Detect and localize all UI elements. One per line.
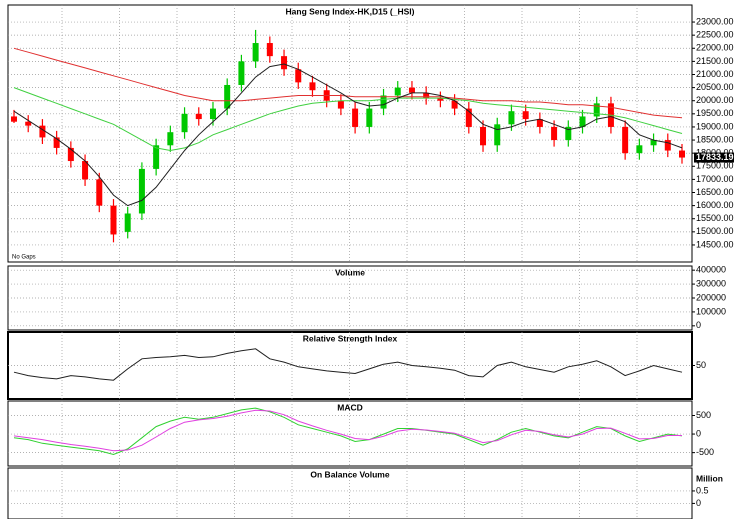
candle-body — [11, 116, 17, 122]
y-tick-label: 14500.00 — [696, 239, 734, 249]
candle-body — [181, 113, 188, 133]
y-tick-label: 22000.00 — [696, 43, 734, 53]
candle-body — [636, 145, 643, 154]
line-series — [13, 63, 683, 207]
candle-body — [124, 213, 131, 232]
y-tick-label: 19000.00 — [696, 121, 734, 131]
line-series — [13, 87, 683, 152]
y-tick-label: 400000 — [696, 265, 726, 275]
y-tick-label: 23000.00 — [696, 16, 734, 26]
candle-body — [110, 205, 117, 235]
candle-body — [494, 124, 501, 146]
candle-body — [622, 126, 629, 154]
candle-body — [25, 121, 32, 126]
candle-body — [366, 108, 373, 127]
candle-body — [96, 179, 103, 206]
candle-body — [82, 161, 89, 180]
candle-body — [53, 137, 60, 148]
panel-title: MACD — [337, 402, 363, 412]
candle-body — [295, 69, 302, 83]
candle-body — [309, 82, 316, 91]
candle-body — [67, 147, 74, 162]
candle-body — [480, 126, 487, 146]
y-tick-label: 15000.00 — [696, 226, 734, 236]
candle-body — [451, 100, 458, 109]
y-tick-label: 0 — [696, 498, 701, 508]
panel-title: Hang Seng Index-HK,D15 (_HSI) — [286, 6, 415, 16]
candle-body — [551, 126, 558, 141]
y-tick-label: 0 — [696, 320, 701, 330]
candle-body — [39, 125, 46, 138]
panel-title: Volume — [335, 267, 365, 277]
y-tick-label: 19500.00 — [696, 108, 734, 118]
line-series — [13, 348, 683, 381]
annotation: No Gaps — [12, 255, 36, 261]
y-tick-label: 20000.00 — [696, 95, 734, 105]
candle-body — [394, 87, 401, 96]
candle-body — [522, 111, 529, 120]
candle-body — [167, 132, 174, 146]
candle-body — [465, 108, 472, 127]
candle-body — [508, 111, 515, 125]
y-tick-label: 16500.00 — [696, 187, 734, 197]
candle-body — [593, 103, 600, 117]
y-tick-label: -500 — [696, 447, 714, 457]
candle-body — [224, 84, 231, 109]
candle-body — [352, 108, 359, 127]
y-tick-label: 17000.00 — [696, 174, 734, 184]
y-axis-label: Million — [696, 473, 723, 483]
candle-body — [679, 150, 685, 158]
y-tick-label: 21000.00 — [696, 69, 734, 79]
candle-body — [138, 168, 145, 214]
y-tick-label: 17500.00 — [696, 161, 734, 171]
candle-body — [209, 108, 216, 120]
y-tick-label: 20500.00 — [696, 82, 734, 92]
candle-body — [536, 119, 543, 127]
candle-body — [153, 145, 160, 169]
y-tick-label: 200000 — [696, 292, 726, 302]
y-tick-label: 0 — [696, 428, 701, 438]
panel-title: On Balance Volume — [310, 469, 389, 479]
candle-body — [266, 43, 273, 57]
y-tick-label: 50 — [696, 360, 706, 370]
candle-body — [579, 116, 586, 127]
panel-frame — [7, 4, 693, 263]
line-series — [13, 47, 683, 119]
y-tick-label: 15500.00 — [696, 213, 734, 223]
y-tick-label: 100000 — [696, 306, 726, 316]
candle-body — [664, 140, 671, 151]
y-tick-label: 16000.00 — [696, 200, 734, 210]
candle-body — [423, 92, 430, 99]
panel-frame — [7, 467, 693, 519]
candle-body — [437, 98, 444, 101]
candle-body — [380, 95, 387, 109]
line-series — [13, 409, 682, 452]
candle-body — [281, 56, 288, 70]
y-tick-label: 18500.00 — [696, 134, 734, 144]
panel-title: Relative Strength Index — [303, 333, 398, 343]
candle-body — [195, 113, 202, 120]
y-tick-label: 22500.00 — [696, 30, 734, 40]
y-tick-label: 0.5 — [696, 485, 709, 495]
y-tick-label: 300000 — [696, 278, 726, 288]
candle-body — [337, 100, 344, 109]
last-price-label: 17833.19 — [696, 152, 734, 162]
candle-body — [408, 87, 415, 93]
candle-body — [238, 61, 245, 85]
y-tick-label: 500 — [696, 410, 711, 420]
candle-body — [650, 140, 657, 146]
candle-body — [565, 126, 572, 141]
last-price-tag — [694, 152, 734, 163]
y-tick-label: 21500.00 — [696, 56, 734, 66]
candle-body — [252, 43, 259, 62]
